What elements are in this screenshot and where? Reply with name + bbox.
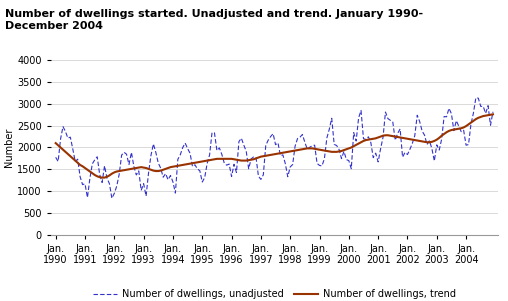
Line: Number of dwellings, unadjusted: Number of dwellings, unadjusted — [56, 98, 493, 198]
Number of dwellings, unadjusted — [473, 96, 479, 100]
Number of dwellings, unadjusted — [104, 176, 110, 180]
Number of dwellings, unadjusted — [53, 156, 59, 159]
Number of dwellings, trend — [145, 167, 151, 171]
Number of dwellings, unadjusted — [221, 161, 227, 165]
Text: Number of dwellings started. Unadjusted and trend. January 1990-
December 2004: Number of dwellings started. Unadjusted … — [5, 9, 423, 31]
Number of dwellings, trend — [60, 148, 66, 151]
Number of dwellings, trend — [478, 115, 484, 119]
Line: Number of dwellings, trend: Number of dwellings, trend — [56, 114, 493, 178]
Number of dwellings, trend — [221, 157, 227, 161]
Number of dwellings, unadjusted — [109, 197, 115, 200]
Y-axis label: Number: Number — [4, 128, 14, 167]
Legend: Number of dwellings, unadjusted, Number of dwellings, trend: Number of dwellings, unadjusted, Number … — [89, 285, 460, 301]
Number of dwellings, trend — [443, 130, 450, 134]
Number of dwellings, trend — [490, 113, 496, 116]
Number of dwellings, trend — [99, 176, 105, 179]
Number of dwellings, trend — [106, 174, 112, 177]
Number of dwellings, unadjusted — [145, 171, 151, 175]
Number of dwellings, unadjusted — [60, 125, 66, 129]
Number of dwellings, unadjusted — [443, 115, 450, 119]
Number of dwellings, unadjusted — [490, 110, 496, 113]
Number of dwellings, unadjusted — [480, 104, 486, 108]
Number of dwellings, trend — [53, 141, 59, 145]
